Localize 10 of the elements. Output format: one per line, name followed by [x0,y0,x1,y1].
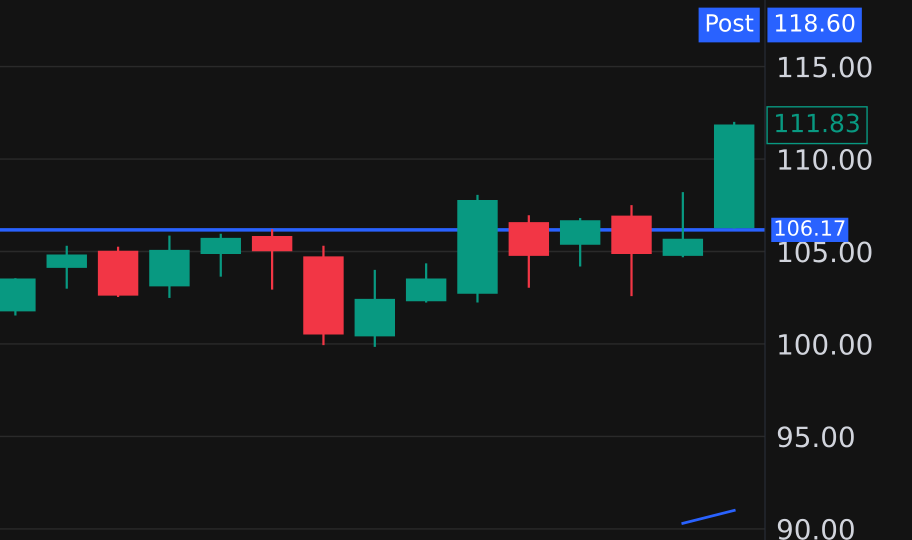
y-tick-label: 90.00 [778,518,854,540]
y-tick-label: 115.00 [779,56,872,78]
y-tick-label: 110.00 [779,148,872,170]
text: 118.60 [776,14,854,32]
y-tick-label: 95.00 [778,426,854,448]
annotation: Post [706,14,754,32]
text: 111.83 [776,114,859,132]
y-tick-label: 105.00 [779,241,872,262]
y-tick-label: 100.00 [779,334,872,355]
ref-line-label: 106.17 [776,220,844,236]
